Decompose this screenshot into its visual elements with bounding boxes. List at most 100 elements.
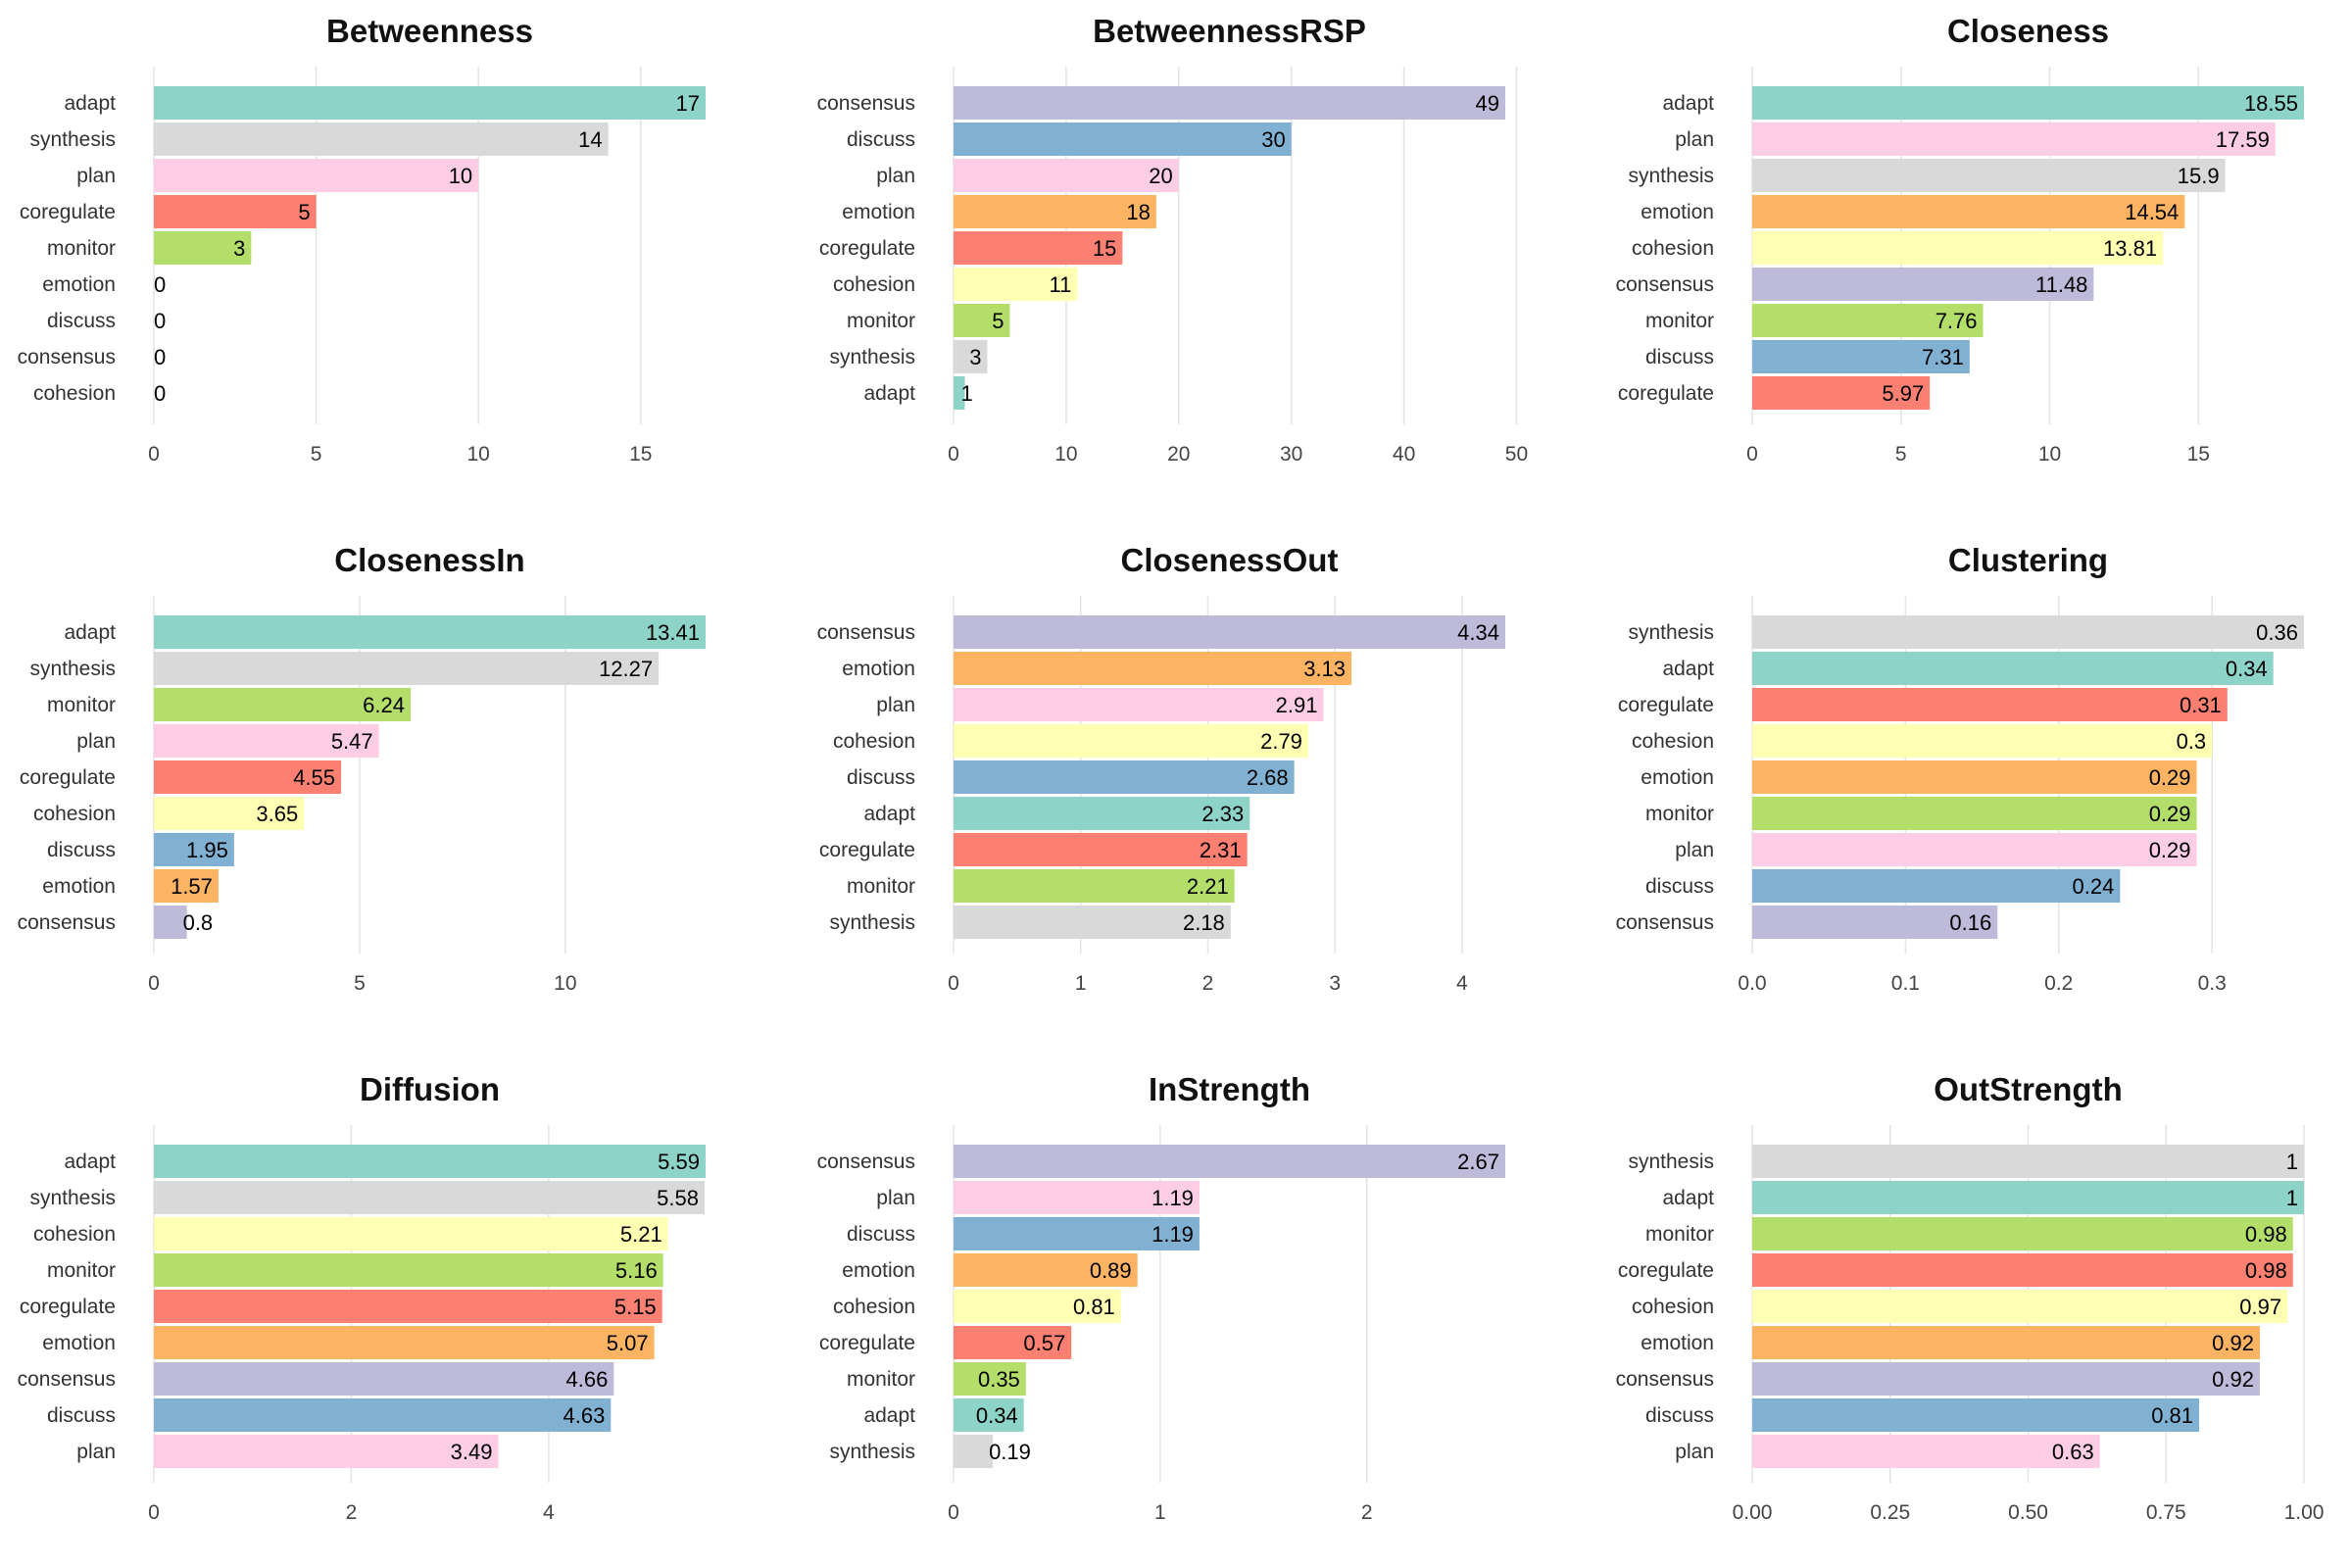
category-label: cohesion <box>1632 730 1714 753</box>
category-label: emotion <box>42 273 116 296</box>
bar-consensus <box>954 1145 1505 1178</box>
value-label: 4.63 <box>563 1403 605 1428</box>
category-label: discuss <box>847 128 915 151</box>
chart-panel-outstrength: 0.00 0.25 0.50 0.75 1.00 OutStrength synthesis… <box>1616 1071 2325 1524</box>
value-label: 0.29 <box>2149 765 2191 790</box>
category-label: cohesion <box>33 1223 116 1246</box>
bar-synthesis <box>954 340 988 373</box>
category-label: emotion <box>842 1259 915 1282</box>
category-label: synthesis <box>1628 165 1714 187</box>
value-label: 0.89 <box>1090 1258 1132 1283</box>
bar-consensus <box>1752 268 2094 301</box>
x-tick-label: 0 <box>948 972 959 995</box>
bar-consensus <box>154 906 187 939</box>
x-tick-label: 20 <box>1167 443 1190 466</box>
x-tick-label: 0 <box>948 443 959 466</box>
bar-monitor <box>954 1362 1026 1396</box>
bar-discuss <box>954 122 1292 156</box>
bar-discuss <box>154 833 234 866</box>
bar-emotion <box>954 195 1156 228</box>
x-tick-label: 0 <box>148 1501 160 1524</box>
bar-coregulate <box>954 231 1123 265</box>
category-label: discuss <box>1645 875 1714 898</box>
x-tick-label: 3 <box>1329 972 1341 995</box>
category-label: emotion <box>842 201 915 223</box>
chart-title: Closeness <box>1947 13 2109 49</box>
category-label: consensus <box>817 621 915 644</box>
category-label: plan <box>76 730 116 753</box>
category-label: monitor <box>847 1368 915 1391</box>
chart-panel-clustering: 0.0 0.1 0.2 0.3 Clustering synthesis 0.36 adapt… <box>1616 542 2304 995</box>
category-label: discuss <box>47 839 116 861</box>
value-label: 1.19 <box>1152 1186 1194 1210</box>
x-tick-label: 5 <box>354 972 366 995</box>
value-label: 0.97 <box>2239 1295 2281 1319</box>
bar-cohesion <box>954 268 1078 301</box>
bar-monitor <box>154 688 411 721</box>
x-tick-label: 0 <box>948 1501 959 1524</box>
value-label: 0.57 <box>1023 1331 1065 1355</box>
chart-panel-closeness: 0 5 10 15 Closeness adapt 18.55 plan 17.59 synthe… <box>1616 13 2304 466</box>
value-label: 0 <box>154 345 166 369</box>
bar-cohesion <box>1752 724 2213 758</box>
x-tick-label: 50 <box>1505 443 1528 466</box>
bar-monitor <box>154 231 252 265</box>
value-label: 0 <box>154 309 166 333</box>
category-label: plan <box>1675 1441 1714 1463</box>
value-label: 1.19 <box>1152 1222 1194 1247</box>
value-label: 0 <box>154 381 166 406</box>
category-label: adapt <box>863 382 915 405</box>
bar-plan <box>954 688 1324 721</box>
bar-coregulate <box>1752 1253 2293 1287</box>
category-label: coregulate <box>1618 694 1714 716</box>
bar-plan <box>954 159 1179 192</box>
value-label: 12.27 <box>599 657 653 681</box>
category-label: monitor <box>1645 803 1714 825</box>
x-tick-label: 4 <box>543 1501 555 1524</box>
bar-cohesion <box>154 1217 668 1250</box>
value-label: 11 <box>1050 272 1072 297</box>
bar-emotion <box>1752 760 2197 794</box>
value-label: 5.15 <box>614 1295 657 1319</box>
category-label: consensus <box>1616 1368 1714 1391</box>
category-label: coregulate <box>20 766 116 789</box>
value-label: 1.95 <box>186 838 228 862</box>
bar-adapt <box>1752 1181 2304 1214</box>
chart-panel-instrength: 0 1 2 InStrength consensus 2.67 plan 1.19 discus… <box>817 1071 1505 1524</box>
category-label: adapt <box>64 92 116 115</box>
category-label: monitor <box>47 237 116 260</box>
x-tick-label: 10 <box>2038 443 2061 466</box>
bar-cohesion <box>1752 1290 2288 1323</box>
category-label: plan <box>876 165 915 187</box>
bar-adapt <box>1752 86 2304 120</box>
value-label: 10 <box>449 164 472 188</box>
x-tick-label: 40 <box>1393 443 1415 466</box>
chart-title: BetweennessRSP <box>1093 13 1366 49</box>
value-label: 17 <box>676 91 700 116</box>
category-label: emotion <box>42 1332 116 1354</box>
bar-adapt <box>954 797 1250 830</box>
category-label: synthesis <box>29 128 116 151</box>
chart-title: InStrength <box>1149 1071 1310 1107</box>
value-label: 3 <box>969 345 981 369</box>
bar-monitor <box>154 1253 663 1287</box>
chart-panel-betweenness: 0 5 10 15 Betweenness adapt 17 synthesis 14 plan 1… <box>18 13 706 466</box>
bar-synthesis <box>1752 1145 2304 1178</box>
value-label: 14 <box>578 127 602 152</box>
category-label: adapt <box>64 621 116 644</box>
x-tick-label: 2 <box>346 1501 358 1524</box>
bar-plan <box>154 724 379 758</box>
category-label: synthesis <box>29 658 116 680</box>
value-label: 5.59 <box>658 1150 700 1174</box>
category-label: plan <box>876 1187 915 1209</box>
category-label: consensus <box>1616 911 1714 934</box>
category-label: plan <box>876 694 915 716</box>
category-label: consensus <box>817 92 915 115</box>
category-label: discuss <box>1645 346 1714 368</box>
bar-monitor <box>954 869 1235 903</box>
bar-synthesis <box>1752 159 2226 192</box>
x-tick-label: 2 <box>1202 972 1214 995</box>
value-label: 5.21 <box>620 1222 662 1247</box>
category-label: emotion <box>42 875 116 898</box>
x-tick-label: 0 <box>1746 443 1758 466</box>
